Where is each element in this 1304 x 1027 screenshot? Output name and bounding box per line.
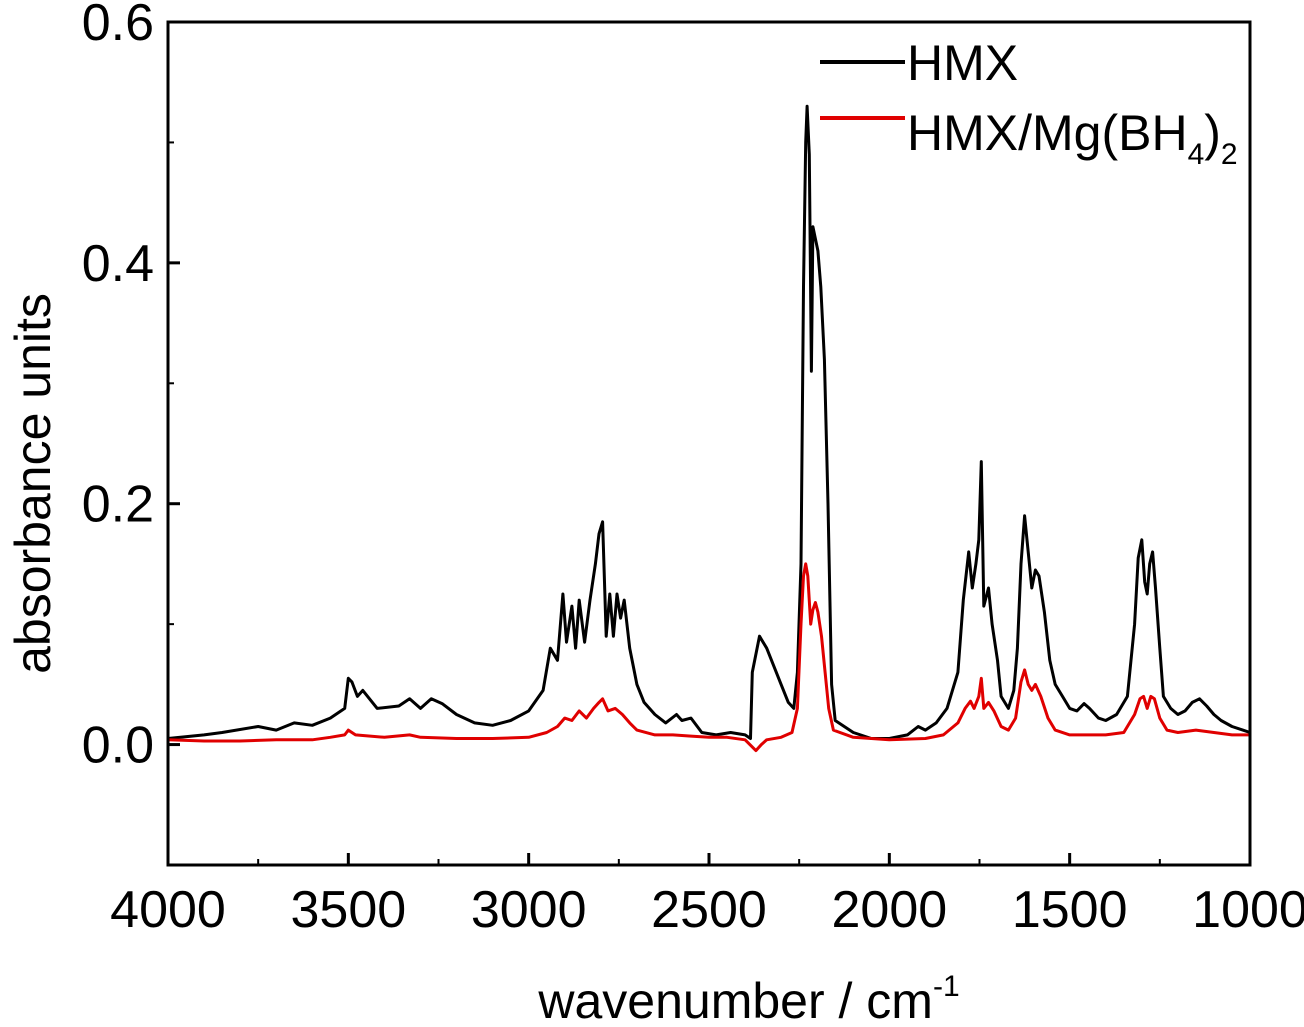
x-axis-label-superscript: -1 [933, 970, 960, 1003]
series-hmx-line [167, 104, 1251, 740]
legend-label-sub1: 4 [1188, 138, 1205, 171]
legend-label-mid: ) [1204, 105, 1221, 161]
x-tick-label: 4000 [110, 881, 226, 939]
x-tick-label: 2000 [831, 881, 947, 939]
legend-label-hmx: HMX [907, 35, 1018, 91]
legend-label-hmx-mgbh4: HMX/Mg(BH4)2 [907, 105, 1238, 171]
y-axis-ticks: 0.0 0.2 0.4 0.6 [82, 0, 180, 866]
y-tick-label: 0.4 [82, 235, 154, 293]
y-tick-label: 0.6 [82, 0, 154, 52]
legend: HMX HMX/Mg(BH4)2 [820, 35, 1238, 171]
y-axis-label: absorbance units [5, 293, 61, 674]
y-tick-label: 0.0 [82, 717, 154, 775]
legend-label-main: HMX/Mg(BH [907, 105, 1188, 161]
x-tick-label: 1000 [1192, 881, 1304, 939]
x-tick-label: 3000 [471, 881, 587, 939]
x-axis-label: wavenumber / cm-1 [537, 970, 959, 1027]
series-hmx-mgbh4-line [167, 562, 1250, 753]
series-lines [167, 104, 1251, 753]
x-axis-label-text: wavenumber / cm [537, 973, 933, 1027]
x-tick-label: 2500 [651, 881, 767, 939]
x-axis-ticks: 4000 3500 3000 2500 2000 1500 1000 [110, 853, 1304, 939]
y-tick-label: 0.2 [82, 476, 154, 534]
legend-label-sub2: 2 [1221, 138, 1238, 171]
x-tick-label: 1500 [1012, 881, 1128, 939]
x-tick-label: 3500 [290, 881, 406, 939]
